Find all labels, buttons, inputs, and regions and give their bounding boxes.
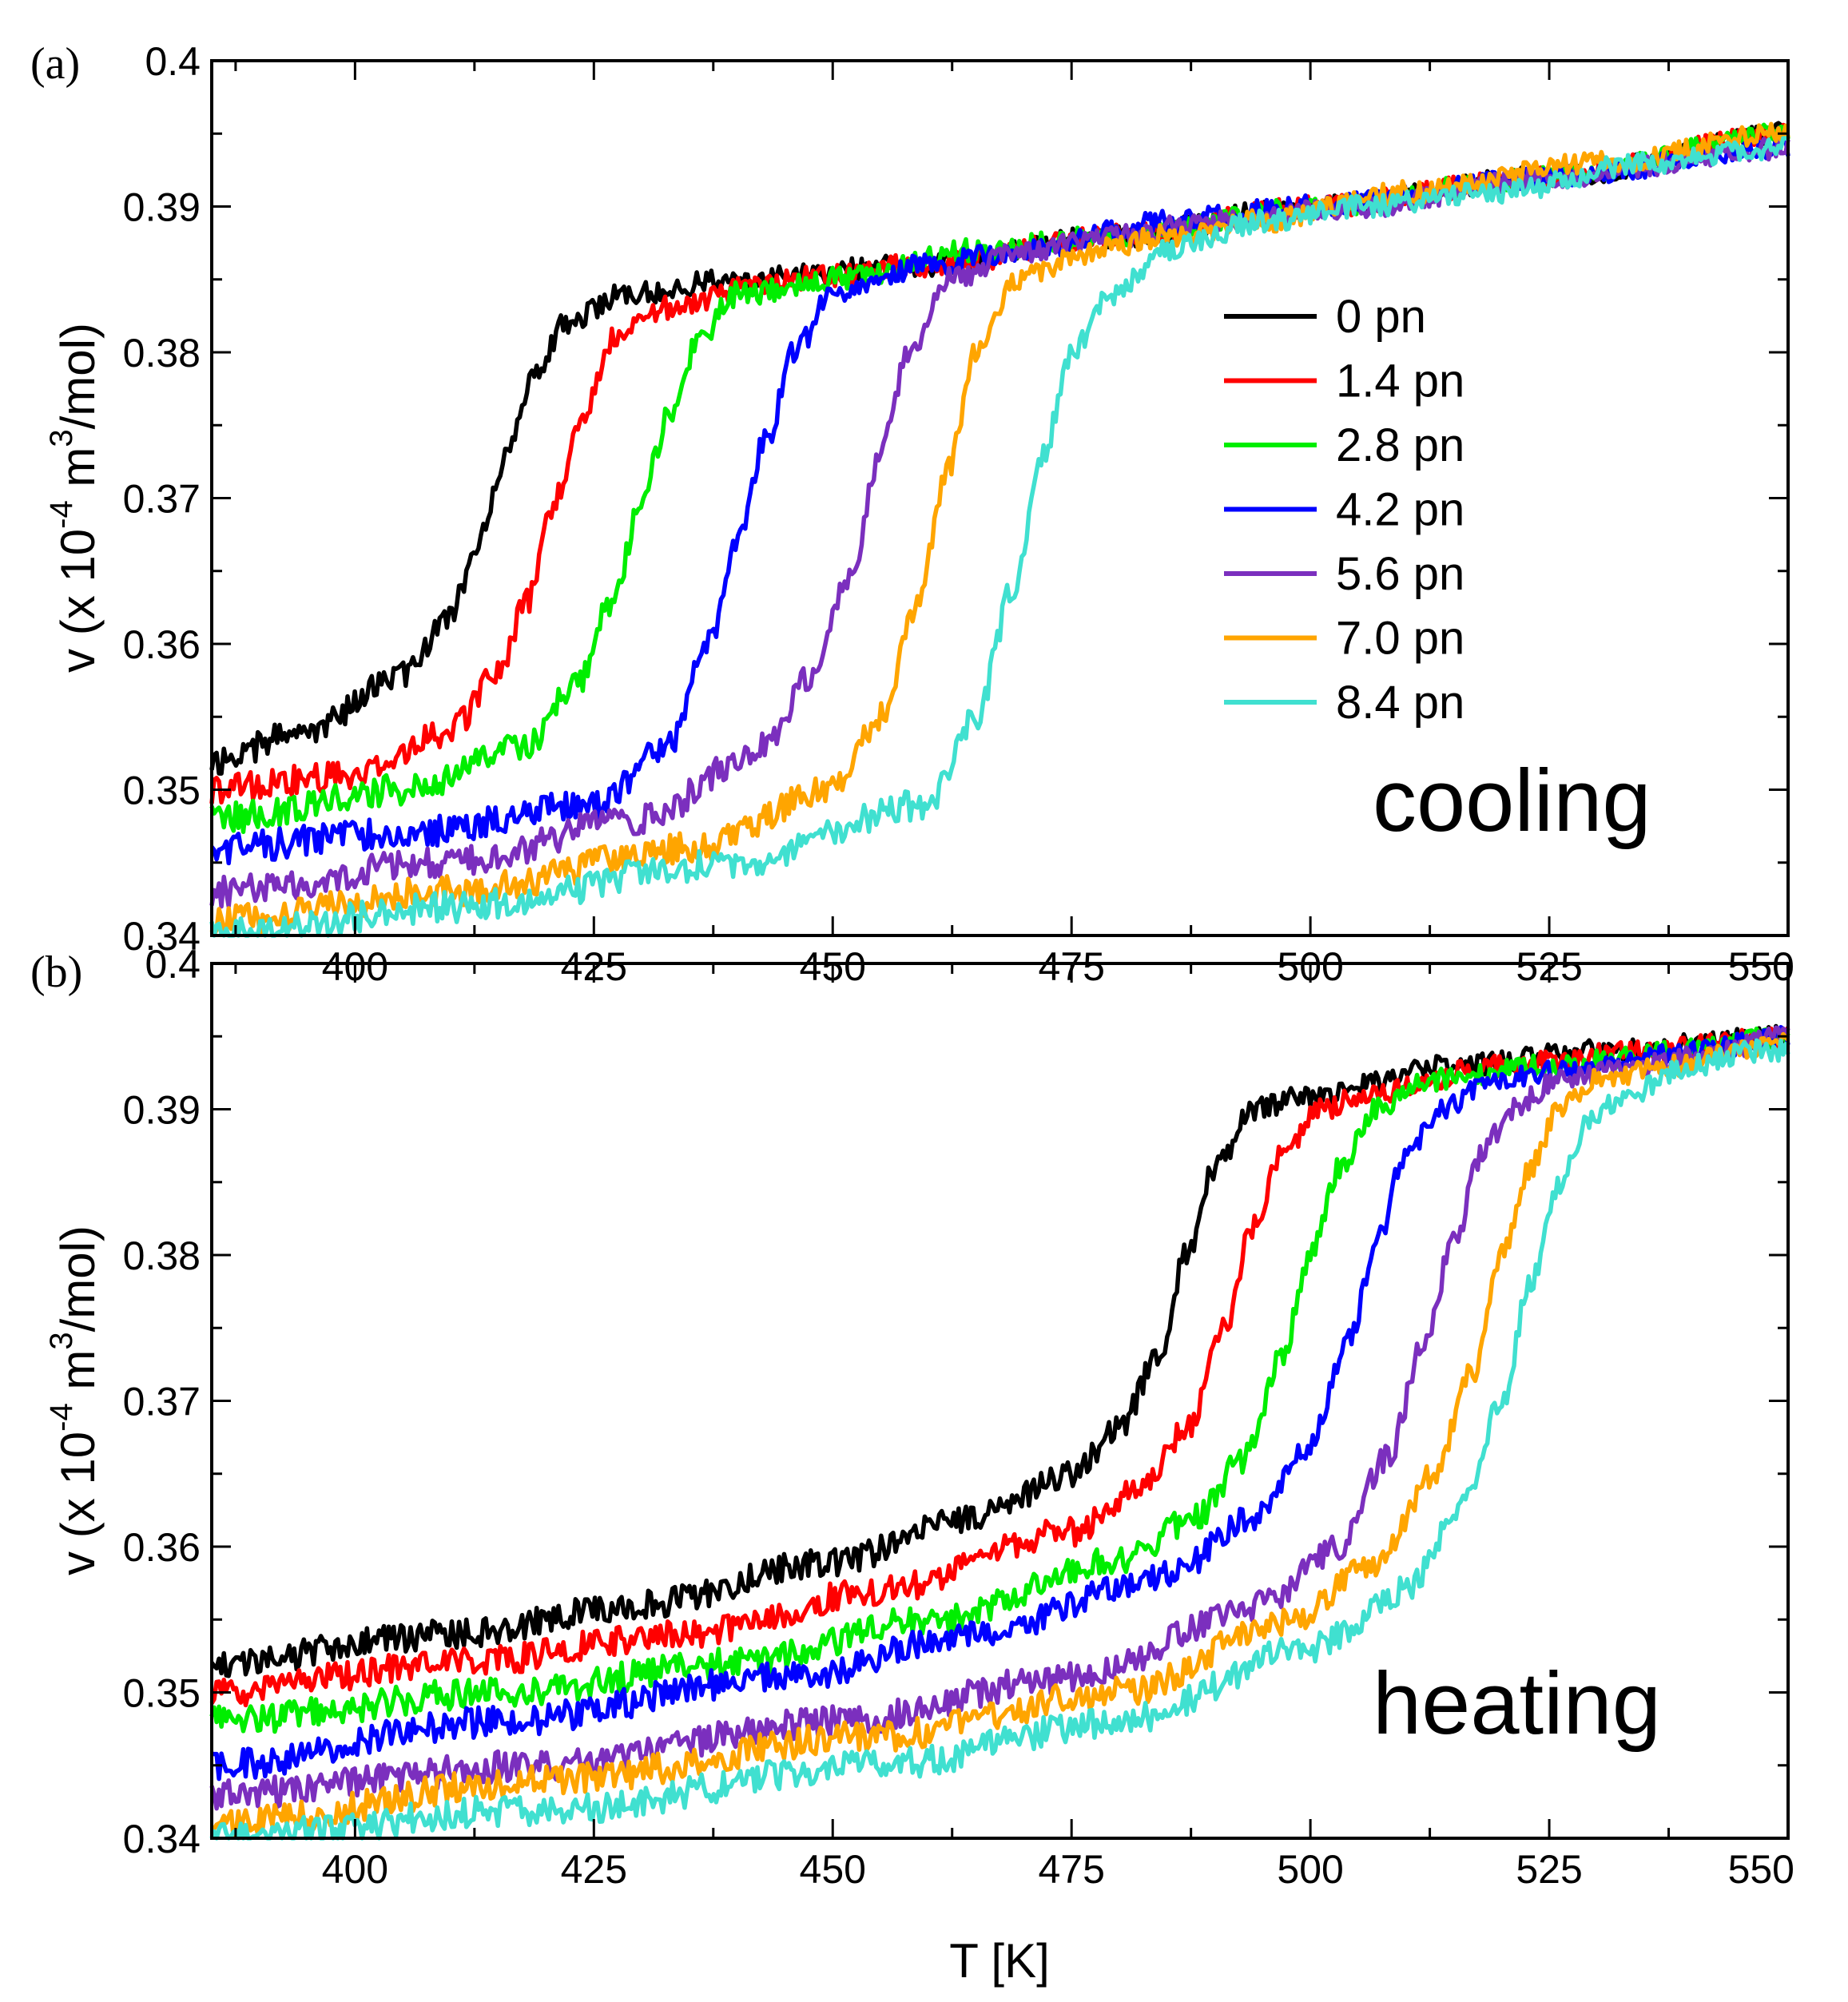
series-line-5-6-pn <box>209 135 1790 909</box>
x-tick-label: 550 <box>1728 1847 1794 1892</box>
x-tick-label: 450 <box>800 1847 866 1892</box>
panel-heating: 400 425 450 475 500 525 550 0.34 0.35 0.36 0.37 0.3… <box>30 942 1794 1988</box>
series-line-7-0-pn <box>209 121 1790 937</box>
legend-entry-label: 8.4 pn <box>1336 677 1464 729</box>
y-tick-label: 0.36 <box>123 1525 201 1570</box>
series-layer <box>209 1023 1790 1841</box>
legend-entry-label: 2.8 pn <box>1336 419 1464 471</box>
y-tick-label: 0.37 <box>123 1380 201 1424</box>
y-tick-label: 0.38 <box>123 331 201 375</box>
series-line-2-8-pn <box>209 1026 1790 1734</box>
y-tick-label: 0.39 <box>123 1088 201 1133</box>
x-tick-label: 525 <box>1516 1847 1582 1892</box>
panel-label: (a) <box>30 39 80 89</box>
legend-entry-label: 1.4 pn <box>1336 356 1464 407</box>
y-axis-label: v (x 10-4 m3/mol) <box>44 323 105 673</box>
y-tick-label: 0.38 <box>123 1233 201 1278</box>
x-axis-label: T [K] <box>949 1934 1050 1988</box>
x-tick-label: 425 <box>561 1847 627 1892</box>
series-line-0-pn <box>209 1023 1790 1678</box>
series-line-4-2-pn <box>211 1025 1790 1782</box>
legend-entry-label: 0 pn <box>1336 291 1426 343</box>
legend-entry-label: 5.6 pn <box>1336 548 1464 600</box>
legend-entry-label: 7.0 pn <box>1336 613 1464 665</box>
y-tick-label: 0.35 <box>123 1671 201 1716</box>
y-axis-label: v (x 10-4 m3/mol) <box>44 1225 105 1575</box>
series-line-8-4-pn <box>209 1038 1790 1841</box>
y-tick-label: 0.4 <box>145 39 201 84</box>
series-line-5-6-pn <box>209 1025 1790 1811</box>
series-line-8-4-pn <box>209 136 1790 938</box>
legend: 0 pn 1.4 pn 2.8 pn 4.2 pn 5.6 pn 7.0 pn 8.4 pn <box>1224 291 1464 729</box>
y-tick-label: 0.39 <box>123 185 201 230</box>
x-tick-label: 500 <box>1277 1847 1343 1892</box>
y-tick-label: 0.36 <box>123 622 201 667</box>
y-tick-label: 0.4 <box>145 942 201 987</box>
series-layer <box>209 121 1790 938</box>
heating-label: heating <box>1373 1654 1661 1753</box>
series-line-7-0-pn <box>209 1031 1790 1840</box>
y-tick-label: 0.37 <box>123 477 201 522</box>
legend-entry-label: 4.2 pn <box>1336 484 1464 536</box>
y-tick-label: 0.34 <box>123 914 201 959</box>
y-tick-label: 0.35 <box>123 769 201 813</box>
panel-label: (b) <box>30 947 82 997</box>
x-tick-label: 400 <box>322 1847 388 1892</box>
x-tick-label: 550 <box>1728 944 1794 989</box>
ticks-layer: 400 425 450 475 500 525 550 0.34 0.35 0.36 0.37 0.3… <box>123 942 1794 1892</box>
cooling-label: cooling <box>1373 752 1651 850</box>
x-tick-label: 475 <box>1038 1847 1104 1892</box>
y-tick-label: 0.34 <box>123 1817 201 1861</box>
panel-cooling: 400 425 450 475 500 525 5500.340.350.360.370.3… <box>30 39 1794 989</box>
